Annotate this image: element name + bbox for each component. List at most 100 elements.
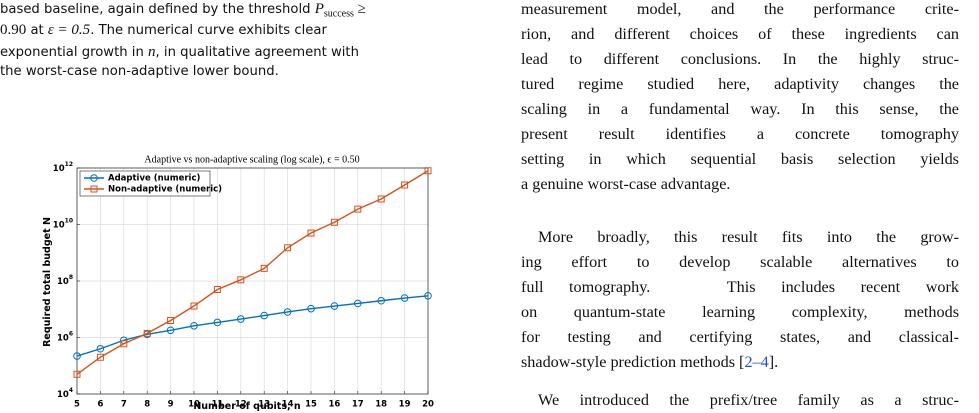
tick-base: 10 bbox=[53, 164, 65, 174]
math: ε = 0.5 bbox=[47, 22, 91, 38]
chart-title: Adaptive vs non-adaptive scaling (log sc… bbox=[144, 154, 359, 165]
caption-line: based baseline, again defined by the thr… bbox=[0, 0, 462, 26]
tick-exponent: 4 bbox=[69, 387, 73, 394]
paragraph: measurement model, and the performance c… bbox=[521, 0, 959, 197]
tick-exponent: 8 bbox=[69, 274, 73, 281]
marker bbox=[73, 352, 81, 360]
marker bbox=[96, 353, 104, 361]
tick-exponent: 10 bbox=[65, 217, 73, 224]
x-tick-label: 9 bbox=[168, 400, 174, 410]
marker bbox=[190, 321, 198, 330]
x-tick-label: 11 bbox=[211, 400, 223, 410]
text-line: full tomography. This includes recent wo… bbox=[521, 278, 959, 296]
text-line: a genuine worst-case advantage. bbox=[521, 175, 731, 193]
text-line: present result identifies a concrete tom… bbox=[521, 125, 959, 143]
y-tick-label: 106 bbox=[57, 330, 73, 343]
tick-base: 10 bbox=[57, 277, 69, 287]
marker bbox=[283, 308, 292, 316]
text-line: for testing and certifying states, and c… bbox=[521, 328, 959, 346]
marker bbox=[213, 318, 222, 327]
caption-line: exponential growth in n, in qualitative … bbox=[0, 41, 462, 64]
marker bbox=[260, 311, 269, 320]
citation[interactable]: 2–4 bbox=[744, 353, 769, 371]
series-line bbox=[76, 295, 429, 357]
x-tick-label: 8 bbox=[144, 400, 150, 410]
y-axis-label: Required total budget N bbox=[42, 217, 53, 347]
text: based baseline, again defined by the thr… bbox=[0, 2, 315, 17]
marker bbox=[237, 276, 245, 284]
y-tick-label: 104 bbox=[57, 387, 73, 400]
legend-marker bbox=[90, 185, 98, 193]
marker bbox=[237, 315, 245, 323]
marker bbox=[354, 205, 362, 213]
marker bbox=[377, 195, 385, 203]
legend-label: Non-adaptive (numeric) bbox=[108, 185, 222, 195]
tick-base: 10 bbox=[53, 220, 65, 230]
text-line: on quantum-state learning complexity, me… bbox=[521, 303, 959, 321]
x-tick-label: 19 bbox=[399, 400, 411, 410]
math: success bbox=[323, 8, 354, 20]
legend-marker bbox=[90, 174, 98, 182]
marker bbox=[190, 302, 198, 310]
x-tick-label: 12 bbox=[235, 400, 247, 410]
y-tick-label: 108 bbox=[57, 274, 73, 287]
x-tick-label: 13 bbox=[258, 400, 270, 410]
text: shadow-style prediction methods [ bbox=[521, 353, 745, 371]
y-tick-label: 1010 bbox=[53, 217, 73, 230]
tick-base: 10 bbox=[57, 333, 69, 343]
marker bbox=[401, 181, 409, 189]
paragraph: More broadly, this result fits into the … bbox=[521, 225, 959, 375]
tick-exponent: 12 bbox=[65, 161, 73, 168]
marker bbox=[377, 296, 386, 305]
tick-exponent: 6 bbox=[69, 330, 73, 337]
marker bbox=[284, 244, 292, 252]
math: n bbox=[148, 44, 156, 60]
marker bbox=[120, 340, 128, 348]
x-tick-label: 6 bbox=[97, 400, 103, 410]
text-line: rion, and different choices of these ing… bbox=[521, 25, 959, 43]
x-tick-label: 18 bbox=[375, 400, 387, 410]
marker bbox=[307, 229, 315, 237]
y-tick-label: 1012 bbox=[53, 161, 73, 174]
text: exponential growth in bbox=[0, 45, 149, 60]
text-line: shadow-style prediction methods [2–4]. bbox=[521, 350, 959, 375]
x-tick-label: 15 bbox=[305, 400, 317, 410]
caption-line: the worst-case non-adaptive lower bound. bbox=[0, 61, 462, 83]
text: the worst-case non-adaptive lower bound. bbox=[0, 64, 279, 79]
chart: Adaptive vs non-adaptive scaling (log sc… bbox=[42, 154, 434, 411]
marker bbox=[424, 167, 432, 175]
text-line: More broadly, this result fits into the … bbox=[538, 228, 959, 246]
caption-line: 0.90 at ε = 0.5. The numerical curve exh… bbox=[0, 19, 462, 42]
x-tick-label: 17 bbox=[352, 400, 364, 410]
legend-label: Adaptive (numeric) bbox=[108, 174, 200, 184]
math: 0.90 bbox=[0, 22, 27, 38]
x-tick-label: 7 bbox=[121, 400, 127, 410]
text-line: measurement model, and the performance c… bbox=[521, 0, 959, 18]
math: ≥ bbox=[353, 1, 366, 17]
marker bbox=[330, 218, 338, 226]
text-line: scaling in a fundamental way. In this se… bbox=[521, 100, 959, 118]
x-tick-label: 5 bbox=[74, 400, 80, 410]
marker bbox=[307, 304, 315, 313]
legend-box bbox=[79, 170, 211, 197]
x-axis-label: Number of qubits, n bbox=[193, 401, 301, 411]
x-tick-label: 14 bbox=[282, 400, 294, 410]
marker bbox=[330, 302, 339, 310]
text: at bbox=[26, 23, 48, 38]
series-line bbox=[76, 170, 429, 375]
marker bbox=[424, 291, 432, 300]
marker bbox=[166, 326, 175, 335]
tick-base: 10 bbox=[57, 390, 69, 400]
marker bbox=[260, 264, 268, 272]
x-tick-label: 20 bbox=[422, 400, 434, 410]
marker bbox=[400, 294, 409, 302]
plot-frame bbox=[76, 167, 429, 395]
text: , in qualitative agreement with bbox=[155, 45, 359, 60]
text-line: tured regime studied here, adaptivity ch… bbox=[521, 75, 959, 93]
x-tick-label: 10 bbox=[188, 400, 200, 410]
math: P bbox=[314, 1, 324, 17]
text: ]. bbox=[768, 353, 779, 371]
marker bbox=[167, 316, 175, 324]
marker bbox=[354, 299, 362, 308]
